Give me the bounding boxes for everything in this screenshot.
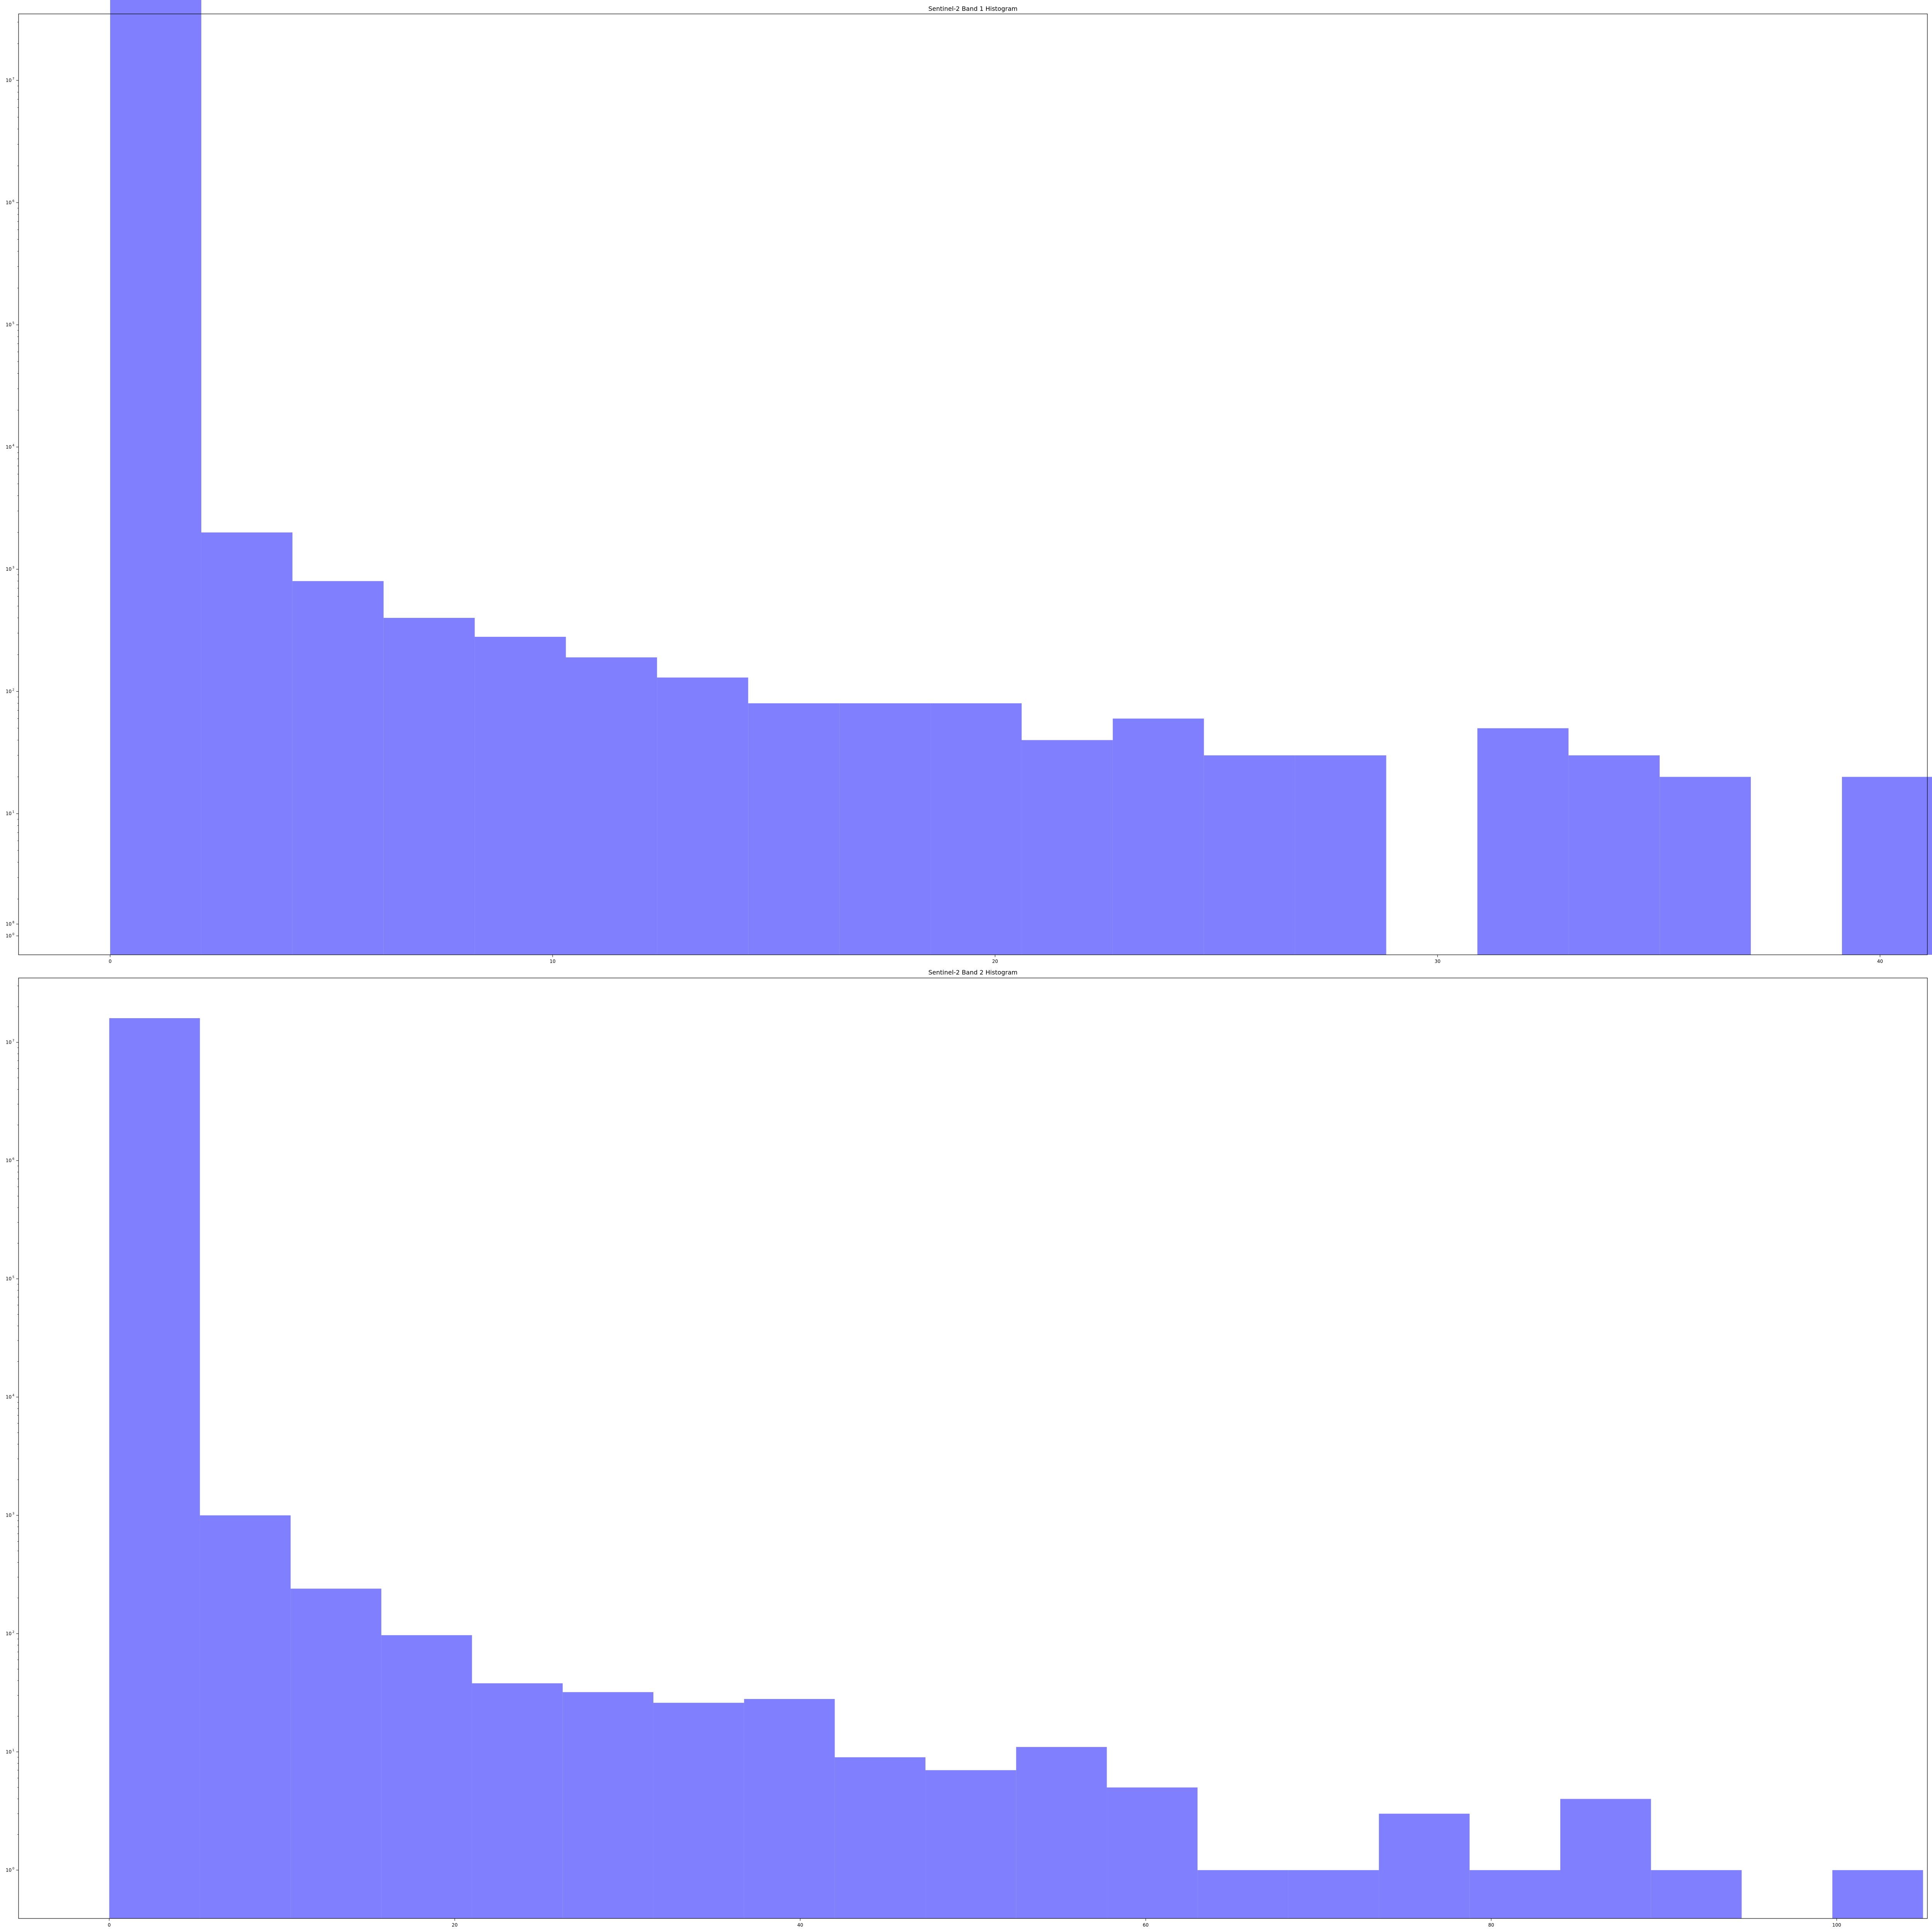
band-2-bar-3 [381,1635,472,1918]
band-2-bar-6 [653,1702,744,1918]
band-2-y-tick-exponent-2: 2 [12,1630,14,1634]
band-2-bar-9 [925,1770,1016,1918]
band-1-y-tick-exponent-0: 0 [12,932,14,936]
band-2-y-tick-label-1: 10 [6,1749,12,1755]
band-2-bars [109,1018,1923,1918]
band-2-y-tick-exponent-5: 5 [12,1276,14,1279]
band-2-y-tick-label-6: 10 [6,1158,12,1163]
band-2-bar-4 [472,1683,563,1918]
band-1-x-tick-label-3: 30 [1435,959,1440,964]
band-2-bar-15 [1469,1870,1560,1918]
band-1-bar-6 [657,677,748,955]
band-1-y-tick-exponent-1: 1 [12,810,14,814]
band-1-y-tick-label-2: 10 [6,689,12,694]
band-1-y-tick-exponent-6: 6 [12,199,14,202]
band-2-y-tick-label-2: 10 [6,1631,12,1636]
band-2-bar-10 [1016,1747,1107,1918]
band-1-y-tick-label-7: 10 [6,78,12,83]
band-1-y-tick-label-5: 10 [6,322,12,328]
band-1-bar-17 [1660,777,1751,955]
band-2-bar-2 [291,1588,381,1918]
band-1-x-tick-label-1: 10 [550,959,556,964]
band-2-bar-13 [1288,1870,1379,1918]
band-1-y-tick-label-4: 10 [6,444,12,450]
band-2-y-tick-exponent-0: 0 [12,1867,14,1870]
band-1-plot-frame [18,14,1928,955]
band-2-y-tick-label-0: 10 [6,1867,12,1873]
band-1-x-tick-label-4: 40 [1877,959,1883,964]
band-2-bar-12 [1197,1870,1288,1918]
band-2-y-tick-exponent-6: 6 [12,1157,14,1161]
band-2-x-axis: 0 20 40 60 80 100 [108,1918,1841,1928]
band-1-x-axis: 0 10 20 30 40 [109,955,1883,964]
band-2-y-tick-exponent-3: 3 [12,1512,14,1515]
band-1-histogram-panel: Sentinel-2 Band 1 Histogram 0 10 20 30 40 10… [6,0,1932,964]
band-1-y-tick-label-3: 10 [6,566,12,572]
band-2-bar-5 [563,1692,653,1918]
band-2-x-tick-label-4: 80 [1488,1922,1494,1928]
band-2-bar-7 [744,1699,835,1918]
band-2-y-tick-label-3: 10 [6,1513,12,1518]
band-1-bar-16 [1568,755,1660,955]
band-1-bar-8 [839,703,931,955]
band-2-y-tick-label-7: 10 [6,1040,12,1045]
band-2-y-tick-exponent-7: 7 [12,1039,14,1043]
band-1-bar-19 [1842,777,1932,955]
band-1-bar-3 [383,618,475,955]
band-2-x-tick-label-5: 100 [1832,1922,1841,1928]
band-1-bar-13 [1295,755,1386,955]
band-1-bar-15 [1477,728,1569,955]
band-1-bar-11 [1112,718,1204,955]
band-2-x-tick-label-2: 40 [797,1922,803,1928]
band-1-bar-4 [474,637,566,955]
band-2-bar-14 [1379,1813,1470,1918]
band-2-chart-title: Sentinel-2 Band 2 Histogram [929,969,1018,976]
band-1-bar-10 [1021,740,1113,955]
band-1-bar-2 [292,581,384,955]
band-2-y-tick-label-4: 10 [6,1395,12,1400]
band-2-y-tick-exponent-8: 8 [12,920,14,924]
band-1-bar-9 [930,703,1022,955]
band-1-bar-5 [566,657,657,955]
band-1-x-tick-label-2: 20 [992,959,998,964]
band-2-bar-16 [1560,1799,1651,1918]
band-1-bar-0 [110,0,201,955]
band-1-bar-7 [748,703,840,955]
band-1-x-tick-label-0: 0 [109,959,112,964]
band-2-bar-11 [1107,1787,1198,1918]
band-2-y-tick-label-8: 10 [6,921,12,927]
band-1-y-tick-label-0: 10 [6,933,12,939]
band-2-bar-0 [109,1018,200,1918]
band-2-bar-8 [835,1757,926,1918]
band-2-x-tick-label-0: 0 [108,1922,111,1928]
band-2-histogram-panel: Sentinel-2 Band 2 Histogram 0 20 40 60 80 100… [6,920,1928,1928]
band-2-y-tick-exponent-4: 4 [12,1394,14,1397]
band-2-y-tick-label-5: 10 [6,1276,12,1282]
band-1-y-tick-exponent-5: 5 [12,321,14,325]
band-1-y-tick-exponent-3: 3 [12,566,14,569]
band-1-y-tick-exponent-2: 2 [12,688,14,691]
band-1-y-tick-label-1: 10 [6,811,12,816]
band-2-plot-frame [18,978,1928,1919]
band-1-bar-1 [201,532,293,955]
band-2-x-tick-label-1: 20 [452,1922,457,1928]
band-1-chart-title: Sentinel-2 Band 1 Histogram [929,5,1018,12]
band-1-y-tick-exponent-4: 4 [12,444,14,447]
band-1-y-tick-label-6: 10 [6,200,12,205]
band-1-bars [110,0,1932,955]
band-2-bar-19 [1832,1870,1923,1918]
band-2-bar-1 [200,1515,291,1918]
band-1-y-tick-exponent-7: 7 [12,77,14,80]
band-1-bar-12 [1204,755,1295,955]
band-2-x-tick-label-3: 60 [1143,1922,1148,1928]
band-2-y-tick-exponent-1: 1 [12,1748,14,1752]
band-2-bar-17 [1651,1870,1742,1918]
